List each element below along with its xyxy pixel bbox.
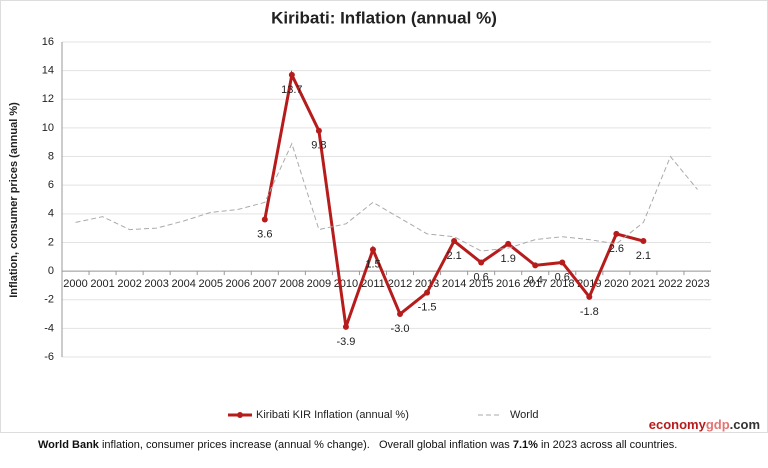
x-tick-label: 2001 [90,278,114,290]
x-tick-label: 2004 [171,278,195,290]
footer-text: inflation, consumer prices increase (ann… [98,439,513,451]
x-tick-label: 2008 [280,278,304,290]
legend-label: Kiribati KIR Inflation (annual %) [256,409,409,421]
x-tick-label: 2002 [117,278,141,290]
x-tick-label: 2016 [496,278,520,290]
point [288,71,295,78]
brand-text: economy [648,417,706,432]
point [640,238,647,245]
data-label: 0.6 [473,271,488,283]
y-tick-label: 2 [48,236,54,248]
legend-label: World [510,409,539,421]
chart-title: Kiribati: Inflation (annual %) [271,8,497,27]
data-label: -1.8 [580,306,599,318]
x-tick-label: 2011 [361,278,385,290]
x-tick-label: 2017 [523,278,547,290]
x-tick-label: 2013 [415,278,439,290]
footer-text: 7.1% [512,439,538,451]
data-label: -1.5 [418,301,437,313]
x-tick-label: 2020 [604,278,628,290]
x-tick-label: 2022 [658,278,682,290]
data-label: 13.7 [281,84,302,96]
x-tick-label: 2007 [253,278,277,290]
brand-text: .com [729,417,760,432]
data-label: 0.6 [555,271,570,283]
y-axis-label: Inflation, consumer prices (annual %) [8,102,20,298]
data-label: 1.5 [365,259,380,271]
point [532,262,539,269]
point [261,216,268,223]
point [613,230,620,237]
point [369,246,376,253]
x-tick-label: 2005 [198,278,222,290]
footer: World Bank inflation, consumer prices in… [38,439,677,451]
x-tick-label: 2000 [63,278,87,290]
x-tick-label: 2010 [334,278,358,290]
x-tick-label: 2009 [307,278,331,290]
point [342,323,349,330]
point [586,293,593,300]
data-label: 2.1 [446,250,461,262]
brand-text: gdp [705,417,730,432]
y-tick-label: 0 [48,265,54,277]
data-label: 3.6 [257,228,272,240]
y-tick-label: 14 [42,65,54,77]
point [424,289,431,296]
y-tick-label: 16 [42,36,54,48]
y-tick-label: 8 [48,150,54,162]
world-line [75,142,698,252]
x-tick-label: 2018 [550,278,574,290]
point [505,240,512,247]
footer-text: World Bank [38,439,99,451]
point [451,238,458,245]
point [315,127,322,134]
data-label: 2.1 [636,250,651,262]
x-tick-label: 2003 [144,278,168,290]
x-tick-label: 2012 [388,278,412,290]
data-label: -3.9 [336,336,355,348]
y-tick-label: -4 [44,322,54,334]
y-tick-label: -6 [44,351,54,363]
data-label: -3.0 [391,323,410,335]
data-label: 9.8 [311,140,326,152]
point [559,259,566,266]
y-tick-label: 4 [48,208,54,220]
legend-marker [237,412,243,418]
data-label: 2.6 [609,243,624,255]
x-tick-label: 2014 [442,278,466,290]
chart-frame [0,0,768,433]
x-tick-label: 2006 [226,278,250,290]
y-tick-label: 6 [48,179,54,191]
brand: economygdp.com [649,417,760,432]
x-tick-label: 2023 [685,278,709,290]
y-tick-label: 12 [42,93,54,105]
data-label: 0.4 [528,274,543,286]
x-tick-label: 2021 [631,278,655,290]
point [478,259,485,266]
y-tick-label: -2 [44,294,54,306]
point [397,311,404,318]
y-tick-label: 10 [42,122,54,134]
x-tick-label: 2015 [469,278,493,290]
data-label: 1.9 [501,253,516,265]
footer-text: in 2023 across all countries. [537,439,678,451]
